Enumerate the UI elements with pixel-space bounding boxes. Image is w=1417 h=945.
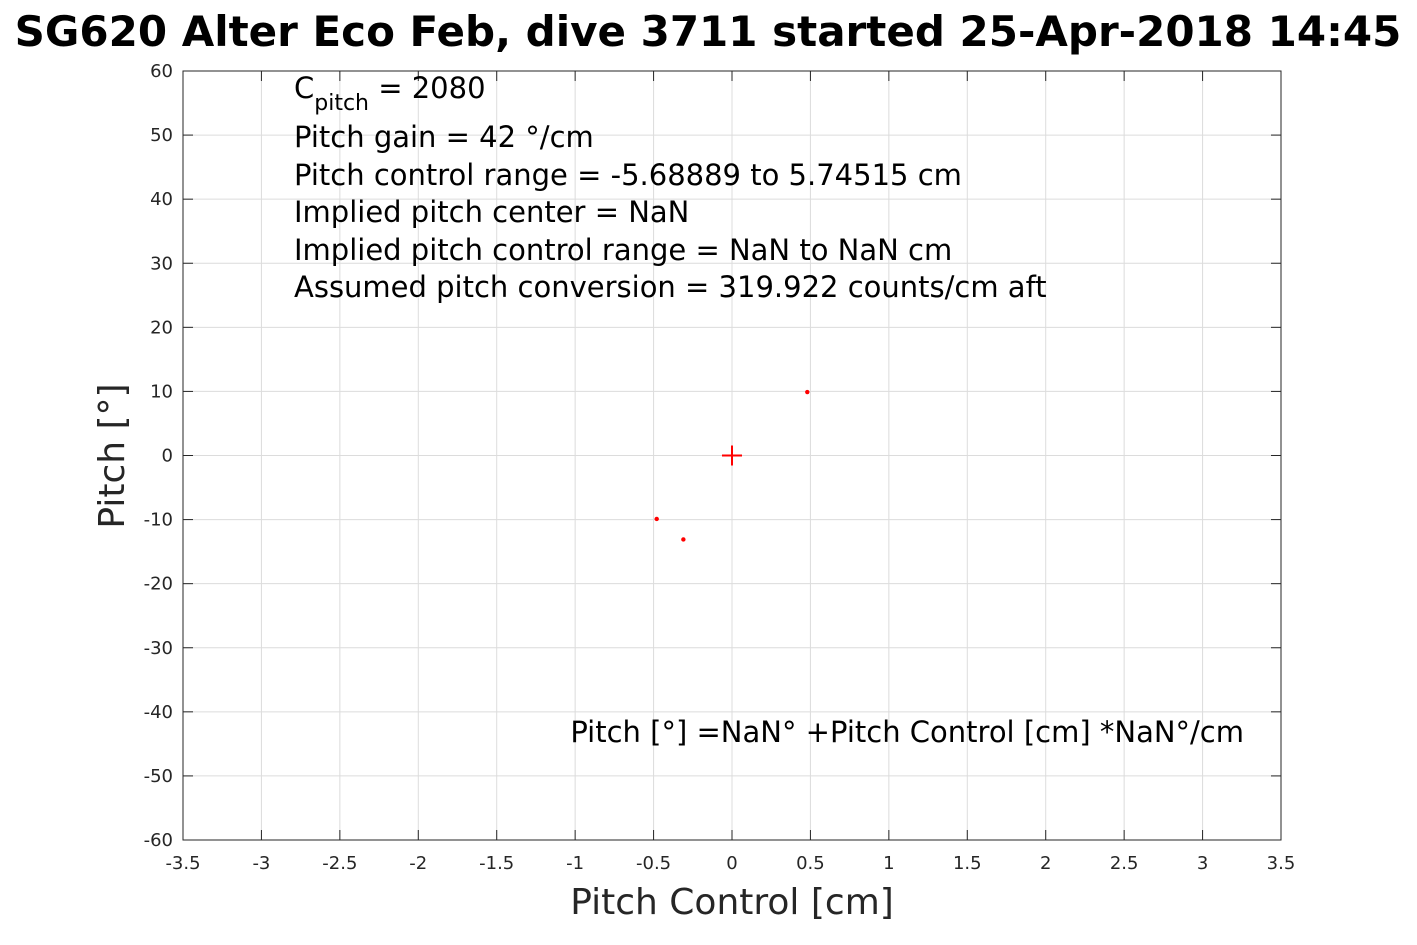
- annotation-c-pitch: Cpitch = 2080: [294, 71, 486, 116]
- c-pitch-symbol: C: [294, 71, 314, 105]
- y-tick-label: 50: [150, 125, 173, 146]
- y-tick-label: 20: [150, 317, 173, 338]
- x-tick-label: -0.5: [636, 853, 671, 874]
- chart-title: SG620 Alter Eco Feb, dive 3711 started 2…: [15, 7, 1402, 56]
- x-tick-label: -2: [409, 853, 427, 874]
- y-tick-label: -30: [144, 638, 173, 659]
- y-axis-label: Pitch [°]: [92, 383, 133, 528]
- x-tick-label: 3: [1197, 853, 1208, 874]
- center-plus-marker: [722, 445, 742, 466]
- annotation-line: Assumed pitch conversion = 319.922 count…: [294, 270, 1047, 304]
- y-tick-label: 40: [150, 189, 173, 210]
- data-point: [681, 537, 686, 542]
- x-tick-label: 1.5: [953, 853, 982, 874]
- y-tick-label: 60: [150, 61, 173, 82]
- x-tick-label: -3: [252, 853, 270, 874]
- y-tick-label: -50: [144, 766, 173, 787]
- x-tick-label: -2.5: [322, 853, 357, 874]
- x-tick-labels: -3.5 -3 -2.5 -2 -1.5 -1 -0.5 0 0.5 1 1.5 2 2.5 3 3.5: [165, 853, 1295, 874]
- annotation-line: Pitch gain = 42 °/cm: [294, 120, 594, 154]
- y-tick-label: -10: [144, 510, 173, 531]
- x-tick-label: 0: [726, 853, 737, 874]
- y-tick-label: 0: [162, 446, 173, 467]
- annotation-block: Cpitch = 2080 Pitch gain = 42 °/cm Pitch…: [294, 71, 1047, 304]
- y-tick-label: 10: [150, 381, 173, 402]
- y-tick-labels: 60 50 40 30 20 10 0 -10 -20 -30 -40 -50 -60: [144, 61, 173, 851]
- x-tick-label: 1: [883, 853, 894, 874]
- annotation-line: Implied pitch center = NaN: [294, 195, 689, 229]
- x-tick-label: 2: [1040, 853, 1051, 874]
- data-points: [654, 389, 810, 542]
- x-tick-label: 0.5: [796, 853, 825, 874]
- x-tick-label: -1: [566, 853, 584, 874]
- x-tick-label: 3.5: [1267, 853, 1296, 874]
- y-tick-label: -60: [144, 830, 173, 851]
- grid-lines: [183, 71, 1281, 840]
- x-tick-label: -1.5: [479, 853, 514, 874]
- annotation-line: Pitch control range = -5.68889 to 5.7451…: [294, 158, 962, 192]
- c-pitch-value: = 2080: [369, 71, 486, 105]
- c-pitch-subscript: pitch: [314, 91, 369, 116]
- x-tick-label: 2.5: [1110, 853, 1139, 874]
- data-point: [654, 516, 659, 522]
- annotation-line: Implied pitch control range = NaN to NaN…: [294, 233, 952, 267]
- axis-ticks: [182, 70, 1282, 841]
- x-tick-label: -3.5: [165, 853, 200, 874]
- y-tick-label: 30: [150, 253, 173, 274]
- data-point: [805, 389, 810, 395]
- y-tick-label: -20: [144, 574, 173, 595]
- x-axis-label: Pitch Control [cm]: [570, 882, 894, 923]
- y-tick-label: -40: [144, 702, 173, 723]
- fit-equation: Pitch [°] =NaN° +Pitch Control [cm] *NaN…: [570, 715, 1244, 749]
